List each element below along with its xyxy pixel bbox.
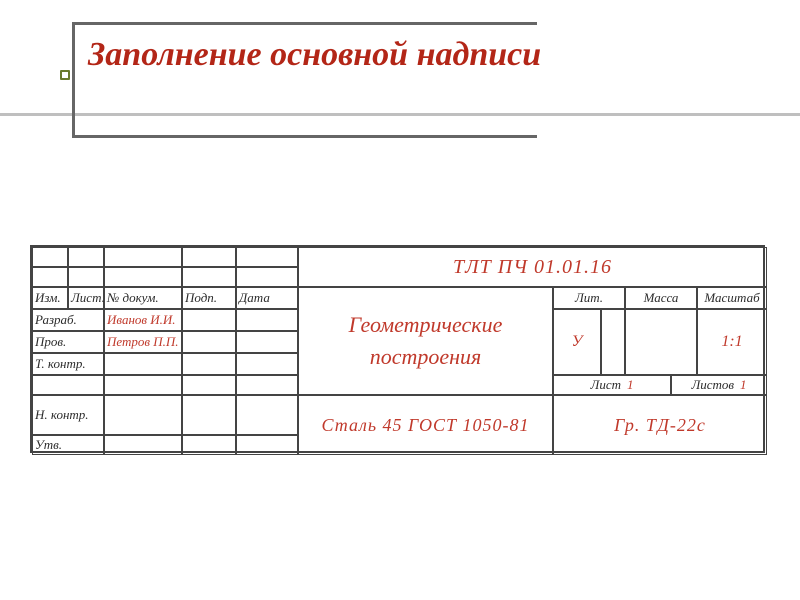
rev-cell — [68, 247, 104, 267]
empty-cell — [182, 375, 236, 395]
rev-cell — [182, 247, 236, 267]
hdr-list: Лист. — [68, 287, 104, 309]
rev-cell — [104, 267, 182, 287]
date-cell — [236, 309, 298, 331]
drawing-name-line2: построения — [370, 344, 482, 370]
sheet-label: Лист — [591, 377, 621, 393]
empty-cell — [182, 395, 236, 435]
empty-cell — [236, 435, 298, 455]
mass-value — [625, 309, 697, 375]
sheet-value: 1 — [627, 377, 634, 393]
rev-cell — [32, 247, 68, 267]
date-cell — [236, 331, 298, 353]
title-bullet — [60, 70, 70, 80]
role-nkontr: Н. контр. — [32, 395, 104, 435]
lit-value: У — [553, 309, 601, 375]
empty-cell — [104, 395, 182, 435]
empty-cell — [104, 375, 182, 395]
date-cell — [236, 353, 298, 375]
sheet-cell: Лист 1 — [553, 375, 671, 395]
slide-title: Заполнение основной надписи — [88, 35, 648, 74]
material: Сталь 45 ГОСТ 1050-81 — [298, 395, 553, 455]
hdr-izm: Изм. — [32, 287, 68, 309]
rev-cell — [104, 247, 182, 267]
name-developer: Иванов И.И. — [104, 309, 182, 331]
hdr-data: Дата — [236, 287, 298, 309]
empty-cell — [236, 395, 298, 435]
group: Гр. ТД-22с — [553, 395, 767, 455]
scale-value: 1:1 — [697, 309, 767, 375]
empty-cell — [104, 435, 182, 455]
role-razrab: Разраб. — [32, 309, 104, 331]
empty-cell — [32, 375, 104, 395]
sign-cell — [182, 331, 236, 353]
empty-cell — [104, 353, 182, 375]
role-prov: Пров. — [32, 331, 104, 353]
sheets-label: Листов — [691, 377, 734, 393]
hdr-ndoc: № докум. — [104, 287, 182, 309]
hdr-scale: Масштаб — [697, 287, 767, 309]
drawing-name: Геометрические построения — [298, 287, 553, 395]
gost-title-block: ТЛТ ПЧ 01.01.16 Изм. Лист. № докум. Подп… — [30, 245, 765, 453]
rev-cell — [32, 267, 68, 287]
drawing-name-line1: Геометрические — [349, 312, 503, 338]
sign-cell — [182, 309, 236, 331]
name-checker: Петров П.П. — [104, 331, 182, 353]
role-tkontr: Т. контр. — [32, 353, 104, 375]
sheets-cell: Листов 1 — [671, 375, 767, 395]
rev-cell — [68, 267, 104, 287]
empty-cell — [236, 375, 298, 395]
hdr-lit: Лит. — [553, 287, 625, 309]
empty-cell — [182, 435, 236, 455]
rev-cell — [236, 247, 298, 267]
sign-cell — [182, 353, 236, 375]
rev-cell — [182, 267, 236, 287]
lit-blank — [601, 309, 625, 375]
hdr-podp: Подп. — [182, 287, 236, 309]
rev-cell — [236, 267, 298, 287]
sheets-value: 1 — [740, 377, 747, 393]
hdr-mass: Масса — [625, 287, 697, 309]
role-utv: Утв. — [32, 435, 104, 455]
doc-number: ТЛТ ПЧ 01.01.16 — [298, 247, 767, 287]
